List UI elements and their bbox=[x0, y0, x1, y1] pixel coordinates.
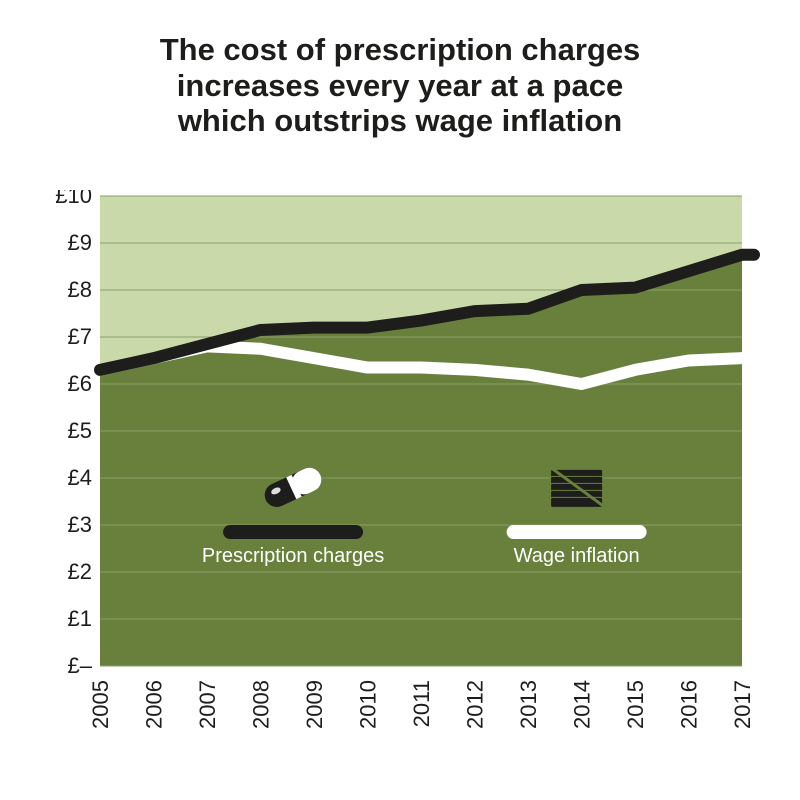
y-tick-label: £8 bbox=[68, 277, 92, 302]
legend-swatch-prescription bbox=[223, 525, 363, 539]
y-tick-label: £4 bbox=[68, 465, 92, 490]
y-tick-label: £1 bbox=[68, 606, 92, 631]
chart-svg: £– £1 £2 £3 £4 £5 £6 £7 £8 £9 £10 2005 2006 2007 2008 2… bbox=[40, 190, 760, 770]
y-tick-label: £9 bbox=[68, 230, 92, 255]
y-tick-label: £6 bbox=[68, 371, 92, 396]
cash-stack-icon bbox=[551, 467, 603, 507]
x-tick-label: 2009 bbox=[302, 680, 327, 729]
x-tick-label: 2015 bbox=[623, 680, 648, 729]
x-tick-label: 2008 bbox=[249, 680, 274, 729]
legend-label-prescription: Prescription charges bbox=[202, 545, 384, 567]
y-tick-label: £10 bbox=[55, 190, 92, 208]
x-tick-label: 2007 bbox=[195, 680, 220, 729]
x-tick-label: 2017 bbox=[730, 680, 755, 729]
chart-title: The cost of prescription charges increas… bbox=[160, 32, 641, 139]
y-tick-label: £3 bbox=[68, 512, 92, 537]
x-tick-label: 2011 bbox=[409, 680, 434, 727]
chart-container: £– £1 £2 £3 £4 £5 £6 £7 £8 £9 £10 2005 2006 2007 2008 2… bbox=[40, 190, 760, 770]
y-tick-label: £5 bbox=[68, 418, 92, 443]
legend-swatch-wage bbox=[507, 525, 647, 539]
x-tick-label: 2012 bbox=[463, 680, 488, 729]
x-tick-label: 2006 bbox=[142, 680, 167, 729]
x-tick-label: 2010 bbox=[356, 680, 381, 729]
x-tick-label: 2016 bbox=[677, 680, 702, 729]
page: The cost of prescription charges increas… bbox=[0, 0, 800, 800]
y-tick-label: £– bbox=[68, 653, 93, 678]
y-tick-label: £7 bbox=[68, 324, 92, 349]
x-tick-label: 2005 bbox=[88, 680, 113, 729]
x-tick-label: 2013 bbox=[516, 680, 541, 729]
x-tick-label: 2014 bbox=[570, 680, 595, 729]
y-tick-label: £2 bbox=[68, 559, 92, 584]
legend-label-wage: Wage inflation bbox=[514, 545, 640, 567]
